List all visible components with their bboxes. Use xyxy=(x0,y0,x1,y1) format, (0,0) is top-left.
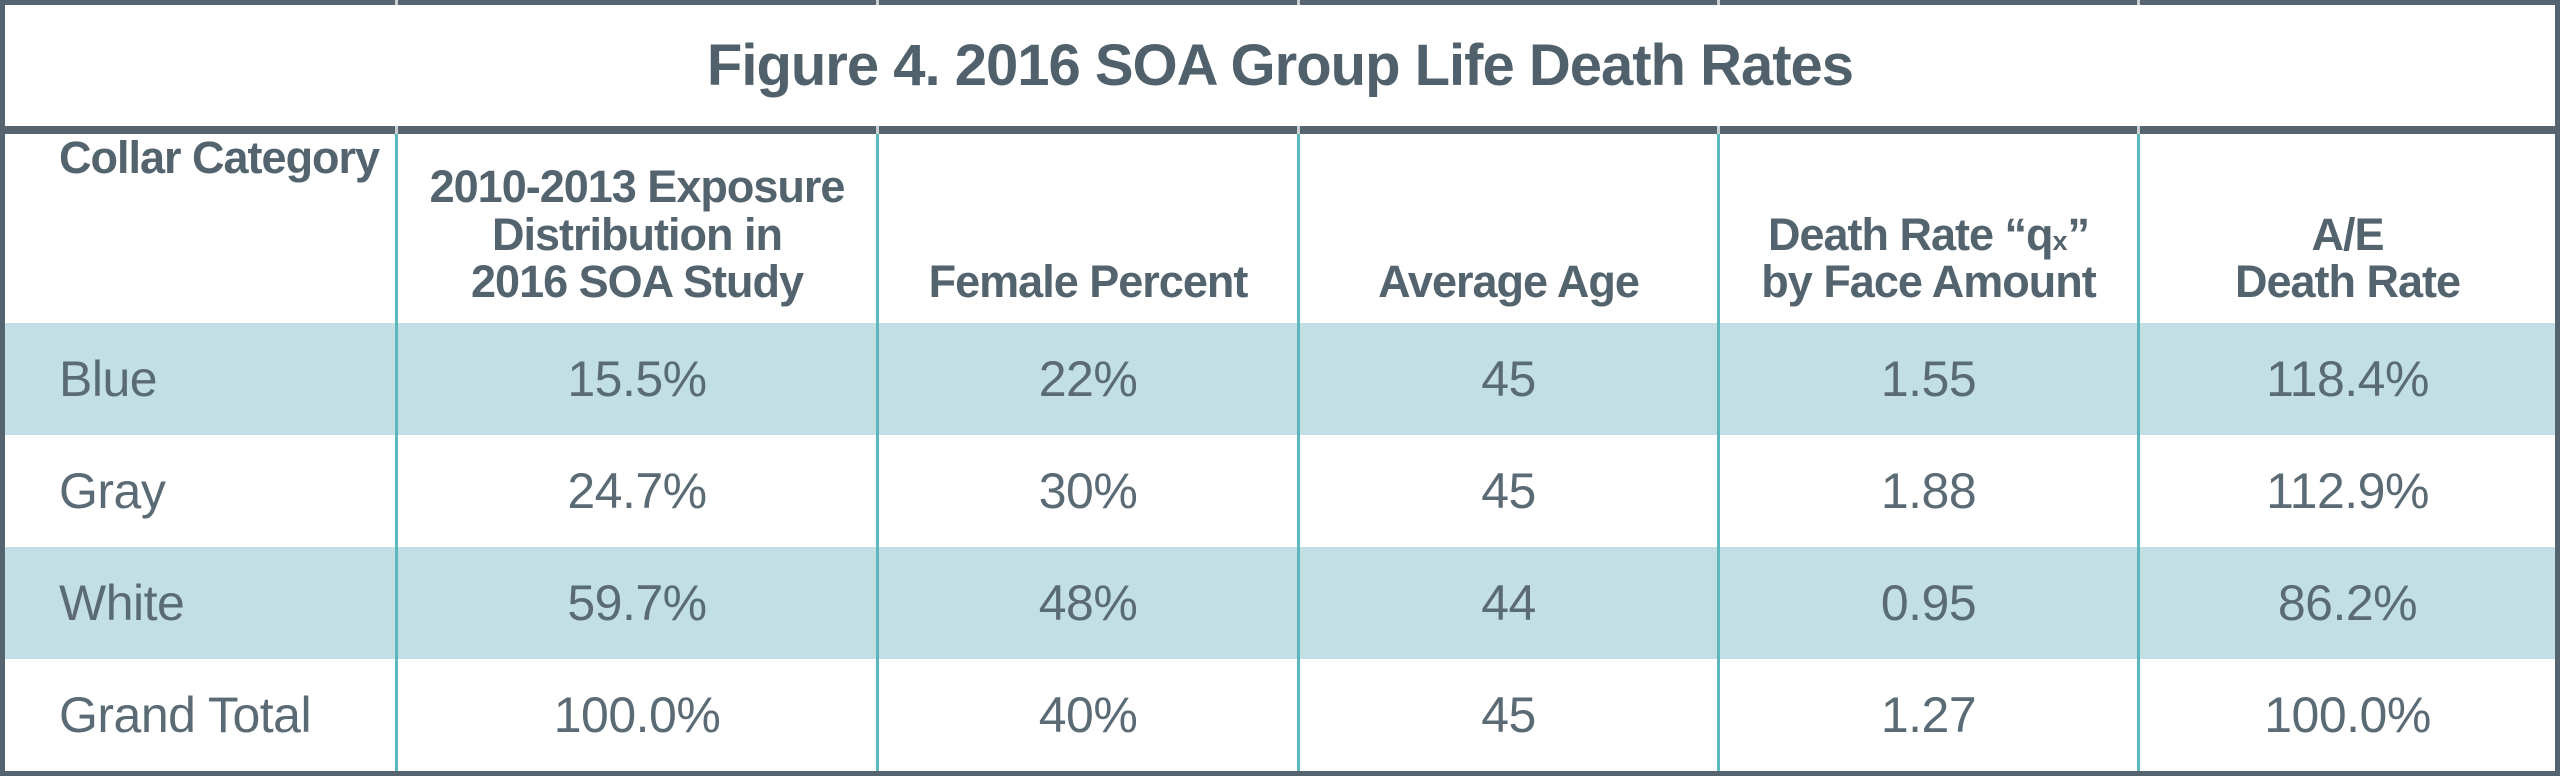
table-cell: 15.5% xyxy=(395,323,876,435)
figure-title: Figure 4. 2016 SOA Group Life Death Rate… xyxy=(706,33,1854,98)
table-cell: 1.88 xyxy=(1717,435,2137,547)
row-label-cell: Gray xyxy=(59,463,166,519)
top-border-notch xyxy=(2137,0,2140,5)
row-label-cell: White xyxy=(59,575,185,631)
col-header-female-percent: Female Percent xyxy=(876,134,1297,323)
table-row-gray: Gray 24.7% 30% 45 1.88 112.9% xyxy=(5,435,2555,547)
table-title-row: Figure 4. 2016 SOA Group Life Death Rate… xyxy=(5,5,2555,126)
top-border-notch xyxy=(395,0,398,5)
rule-notch xyxy=(2137,126,2140,134)
table-cell: 44 xyxy=(1297,547,1717,659)
qx-subscript: x xyxy=(2052,225,2068,256)
table-row-white: White 59.7% 48% 44 0.95 86.2% xyxy=(5,547,2555,659)
table-cell: 45 xyxy=(1297,659,1717,771)
table-cell: 0.95 xyxy=(1717,547,2137,659)
death-rate-line1: Death Rate “qx” xyxy=(1767,208,2090,260)
table-row-blue: Blue 15.5% 22% 45 1.55 118.4% xyxy=(5,323,2555,435)
rule-notch xyxy=(1297,126,1300,134)
table-cell: 59.7% xyxy=(395,547,876,659)
header-row: Collar Category 2010-2013 Exposure Distr… xyxy=(5,134,2555,323)
col-header-ae-death-rate: A/E Death Rate xyxy=(2137,134,2555,323)
top-border-notch xyxy=(1717,0,1720,5)
table-cell: 24.7% xyxy=(395,435,876,547)
rule-notch xyxy=(876,126,879,134)
table-cell: 22% xyxy=(876,323,1297,435)
table-cell: 1.27 xyxy=(1717,659,2137,771)
table-cell: 112.9% xyxy=(2137,435,2555,547)
table-cell: 100.0% xyxy=(395,659,876,771)
table-cell: 40% xyxy=(876,659,1297,771)
top-border-notch xyxy=(1297,0,1300,5)
table-cell: 1.55 xyxy=(1717,323,2137,435)
death-rate-line2: by Face Amount xyxy=(1761,255,2096,307)
rule-notch xyxy=(1717,126,1720,134)
rule-notch xyxy=(395,126,398,134)
col-header-exposure-distribution: 2010-2013 Exposure Distribution in 2016 … xyxy=(395,134,876,323)
title-divider-rule xyxy=(5,126,2555,134)
table-cell: 118.4% xyxy=(2137,323,2555,435)
col-header-death-rate: Death Rate “qx” by Face Amount xyxy=(1717,134,2137,323)
table-cell: 30% xyxy=(876,435,1297,547)
row-label-cell: Blue xyxy=(59,351,158,407)
table-cell: 45 xyxy=(1297,323,1717,435)
table-cell: 48% xyxy=(876,547,1297,659)
table-cell: 86.2% xyxy=(2137,547,2555,659)
table-cell: 100.0% xyxy=(2137,659,2555,771)
col-header-collar-category: Collar Category xyxy=(59,132,380,183)
col-header-average-age: Average Age xyxy=(1297,134,1717,323)
top-border-notch xyxy=(876,0,879,5)
table-cell: 45 xyxy=(1297,435,1717,547)
row-label-cell: Grand Total xyxy=(59,687,312,743)
table-row-grand-total: Grand Total 100.0% 40% 45 1.27 100.0% xyxy=(5,659,2555,771)
